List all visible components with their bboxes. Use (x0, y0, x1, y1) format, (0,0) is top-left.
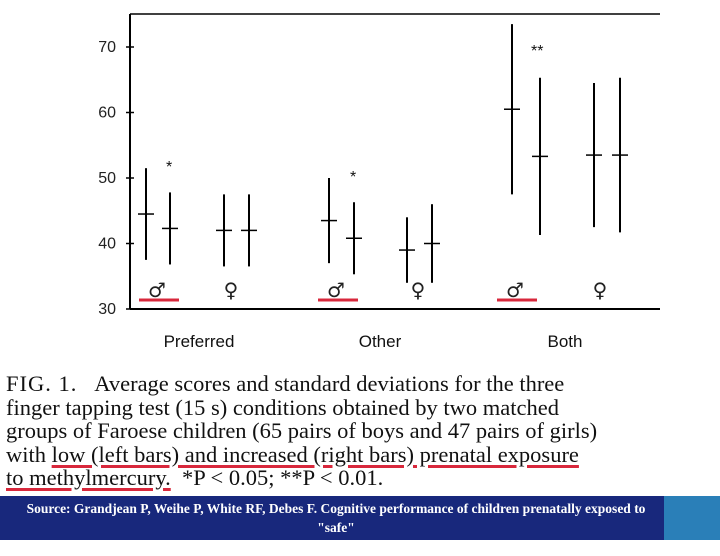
finger-tapping-chart: 30 40 50 60 70 ♂ ♀ ♂ ♀ ♂ ♀ * * ** Preferred Other… (98, 13, 660, 351)
caption-significance: *P < 0.05; **P < 0.01. (182, 465, 384, 490)
caption-line-4: with low (left bars) and increased (righ… (6, 441, 710, 467)
significance-marks: * * ** (166, 43, 543, 186)
sig-mark-preferred: * (166, 159, 172, 176)
group-label-preferred: Preferred (164, 332, 235, 351)
sex-label-male-5: ♂ (506, 278, 524, 302)
caption-underlined-end: to methylmercury. (6, 465, 171, 490)
chart-axes (129, 13, 660, 310)
sex-label-female-2: ♀ (224, 278, 239, 302)
caption-line-2: finger tapping test (15 s) conditions ob… (6, 394, 560, 420)
y-tick-label-50: 50 (98, 170, 116, 187)
caption-line-3: groups of Faroese children (65 pairs of … (6, 418, 598, 443)
figure-caption: FIG. 1. Average scores and standard devi… (6, 372, 710, 490)
source-footer: Source: Grandjean P, Weihe P, White RF, … (0, 496, 720, 554)
sex-label-female-6: ♀ (593, 278, 608, 302)
y-tick-label-30: 30 (98, 301, 116, 318)
error-bars (138, 24, 628, 283)
group-labels: Preferred Other Both (164, 332, 583, 351)
y-tick-label-60: 60 (98, 105, 116, 122)
caption-line-5: to methylmercury. *P < 0.05; **P < 0.01. (6, 466, 710, 490)
y-tick-label-70: 70 (98, 39, 116, 56)
caption-fig-label: FIG. 1. (6, 371, 78, 396)
group-label-other: Other (359, 332, 402, 351)
footer-accent-tab (664, 496, 720, 540)
source-line-1: Source: Grandjean P, Weihe P, White RF, … (26, 501, 646, 535)
y-tick-label-40: 40 (98, 236, 116, 253)
sex-label-female-4: ♀ (411, 278, 426, 302)
caption-line-1: FIG. 1. Average scores and standard devi… (6, 372, 710, 396)
group-label-both: Both (548, 332, 583, 351)
source-citation: Source: Grandjean P, Weihe P, White RF, … (8, 499, 664, 556)
caption-line-1-text: Average scores and standard deviations f… (94, 371, 565, 396)
y-ticks: 30 40 50 60 70 (98, 39, 134, 318)
caption-line-4-start: with (6, 441, 47, 467)
sex-labels: ♂ ♀ ♂ ♀ ♂ ♀ (139, 278, 607, 302)
sex-label-male-1: ♂ (148, 278, 166, 302)
sig-mark-both: ** (531, 43, 543, 60)
sig-mark-other: * (350, 169, 356, 186)
sex-label-male-3: ♂ (327, 278, 345, 302)
caption-underlined-text: low (left bars) and increased (right bar… (51, 441, 579, 467)
